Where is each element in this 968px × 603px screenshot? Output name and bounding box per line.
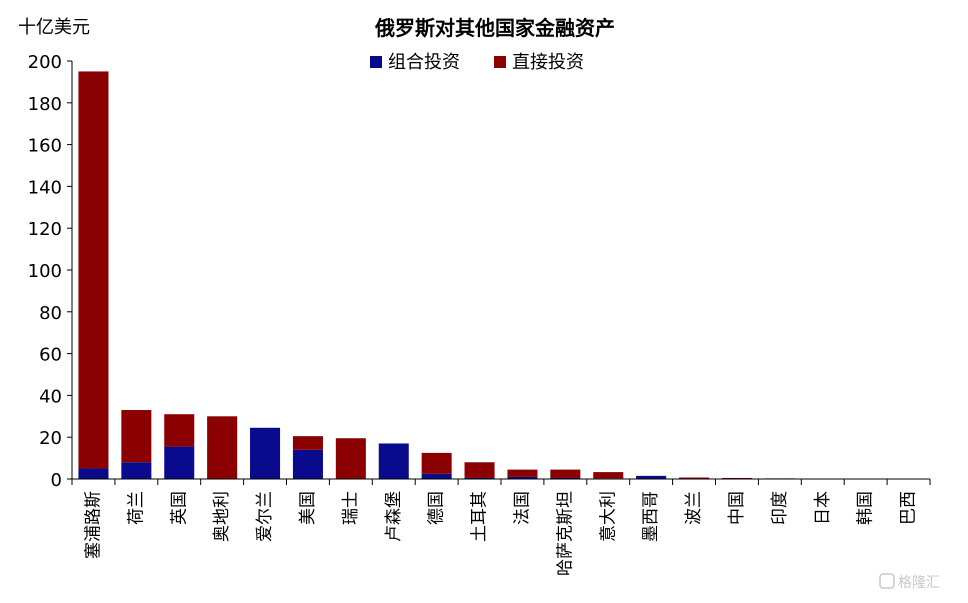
y-tick-label: 180 bbox=[28, 94, 62, 115]
y-axis-label: 十亿美元 bbox=[18, 17, 90, 38]
x-tick-label: 哈萨克斯坦 bbox=[555, 491, 575, 576]
y-tick-label: 0 bbox=[51, 470, 62, 491]
bar-segment-portfolio bbox=[164, 447, 194, 479]
bar-segment-direct bbox=[422, 453, 452, 474]
y-tick-label: 40 bbox=[39, 386, 62, 407]
watermark: 格隆汇 bbox=[880, 574, 940, 591]
x-tick-label: 德国 bbox=[427, 491, 447, 525]
bar-segment-direct bbox=[593, 472, 623, 478]
bar-segment-direct bbox=[164, 414, 194, 446]
x-axis: 塞浦路斯 荷兰英国 奥地利 爱尔兰 美国瑞士 卢森堡 德国 土耳其 法国 哈萨克斯坦 意大利 墨西哥 波… bbox=[72, 479, 930, 576]
x-tick-label: 巴西 bbox=[899, 491, 919, 525]
x-tick-label: 瑞士 bbox=[341, 491, 361, 525]
bar-segment-direct bbox=[78, 71, 108, 468]
bar-segment-portfolio bbox=[293, 450, 323, 479]
y-tick-label: 100 bbox=[28, 261, 62, 282]
x-tick-label: 韩国 bbox=[856, 491, 876, 525]
bar-segment-direct bbox=[465, 462, 495, 478]
x-tick-label: 印度 bbox=[770, 491, 790, 525]
legend: 组合投资 直接投资 bbox=[370, 52, 584, 73]
legend-label-direct: 直接投资 bbox=[512, 52, 584, 73]
x-tick-label: 土耳其 bbox=[470, 491, 490, 542]
watermark-logo-icon bbox=[880, 574, 894, 588]
x-tick-label: 波兰 bbox=[684, 491, 704, 525]
x-tick-label: 美国 bbox=[298, 491, 318, 525]
bar-segment-direct bbox=[336, 438, 366, 479]
legend-label-portfolio: 组合投资 bbox=[388, 52, 460, 73]
y-tick-label: 20 bbox=[39, 428, 62, 449]
x-tick-label: 日本 bbox=[813, 491, 833, 525]
x-tick-label: 墨西哥 bbox=[641, 491, 661, 542]
y-axis: 0 20 40 60 80 100 120 140 160 180 200 bbox=[28, 52, 72, 491]
bar-segment-portfolio bbox=[379, 443, 409, 479]
x-tick-label: 奥地利 bbox=[212, 491, 232, 542]
x-tick-label: 英国 bbox=[169, 491, 189, 525]
bar-segment-direct bbox=[121, 410, 151, 462]
watermark-text: 格隆汇 bbox=[898, 575, 940, 591]
y-tick-label: 160 bbox=[28, 136, 62, 157]
bar-segment-portfolio bbox=[422, 474, 452, 479]
bar-segment-direct bbox=[207, 416, 237, 479]
x-tick-label: 中国 bbox=[727, 491, 747, 525]
y-tick-label: 140 bbox=[28, 177, 62, 198]
x-tick-label: 塞浦路斯 bbox=[83, 491, 103, 559]
bar-segment-direct bbox=[550, 470, 580, 478]
bar-segment-direct bbox=[507, 470, 537, 477]
x-tick-label: 法国 bbox=[512, 491, 532, 525]
bar-segment-portfolio bbox=[78, 469, 108, 479]
x-tick-label: 荷兰 bbox=[126, 491, 146, 525]
y-tick-label: 200 bbox=[28, 52, 62, 73]
y-tick-label: 120 bbox=[28, 219, 62, 240]
legend-swatch-portfolio bbox=[370, 56, 382, 68]
x-tick-label: 爱尔兰 bbox=[255, 491, 275, 542]
legend-swatch-direct bbox=[494, 56, 506, 68]
bar-segment-direct bbox=[679, 478, 709, 479]
bars bbox=[78, 71, 923, 479]
chart-title: 俄罗斯对其他国家金融资产 bbox=[374, 16, 615, 40]
y-tick-label: 80 bbox=[39, 303, 62, 324]
x-tick-label: 卢森堡 bbox=[384, 491, 404, 542]
bar-segment-direct bbox=[293, 436, 323, 450]
x-tick-label: 意大利 bbox=[598, 491, 618, 542]
y-tick-label: 60 bbox=[39, 345, 62, 366]
bar-segment-portfolio bbox=[121, 462, 151, 479]
bar-segment-portfolio bbox=[250, 428, 280, 479]
